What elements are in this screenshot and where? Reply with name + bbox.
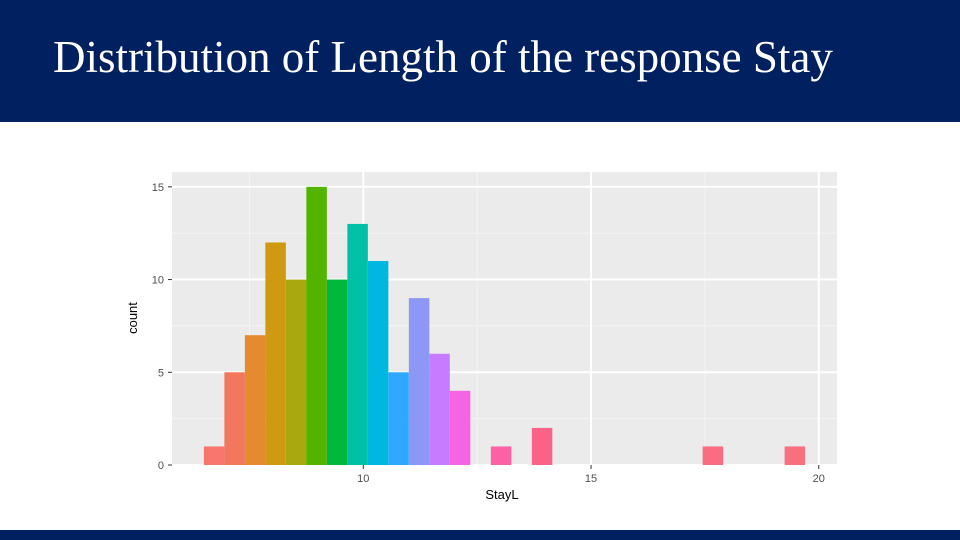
x-tick-label: 15 xyxy=(585,473,597,485)
histogram-bar xyxy=(244,335,266,465)
x-axis-title: StayL xyxy=(485,487,518,502)
y-tick-label: 0 xyxy=(158,460,164,472)
y-tick-label: 5 xyxy=(158,367,164,379)
axes: 10 15 20 0 5 10 15 xyxy=(152,182,825,485)
histogram-bar xyxy=(702,446,724,465)
histogram-bar xyxy=(306,186,327,465)
slide-title: Distribution of Length of the response S… xyxy=(53,32,833,82)
histogram-bar xyxy=(388,372,409,465)
y-tick-label: 10 xyxy=(152,275,164,287)
histogram-bar xyxy=(784,446,806,465)
y-tick-label: 15 xyxy=(152,182,164,194)
title-banner: Distribution of Length of the response S… xyxy=(0,0,960,122)
histogram-bar xyxy=(367,261,389,465)
histogram-bar xyxy=(347,223,368,465)
footer-bar xyxy=(0,530,960,540)
x-tick-label: 10 xyxy=(357,473,369,485)
histogram-bar xyxy=(490,446,512,465)
y-axis-title: count xyxy=(125,302,140,334)
x-tick-label: 20 xyxy=(813,473,825,485)
histogram-bar xyxy=(531,427,553,465)
histogram-bar xyxy=(449,390,471,465)
histogram-bar xyxy=(265,242,286,465)
histogram-bar xyxy=(429,353,450,465)
histogram-bar xyxy=(326,279,348,465)
histogram-bar xyxy=(285,279,307,465)
histogram-bar xyxy=(203,446,225,465)
histogram-bar xyxy=(224,372,245,465)
histogram-bars xyxy=(203,186,806,465)
histogram-bar xyxy=(408,298,430,465)
